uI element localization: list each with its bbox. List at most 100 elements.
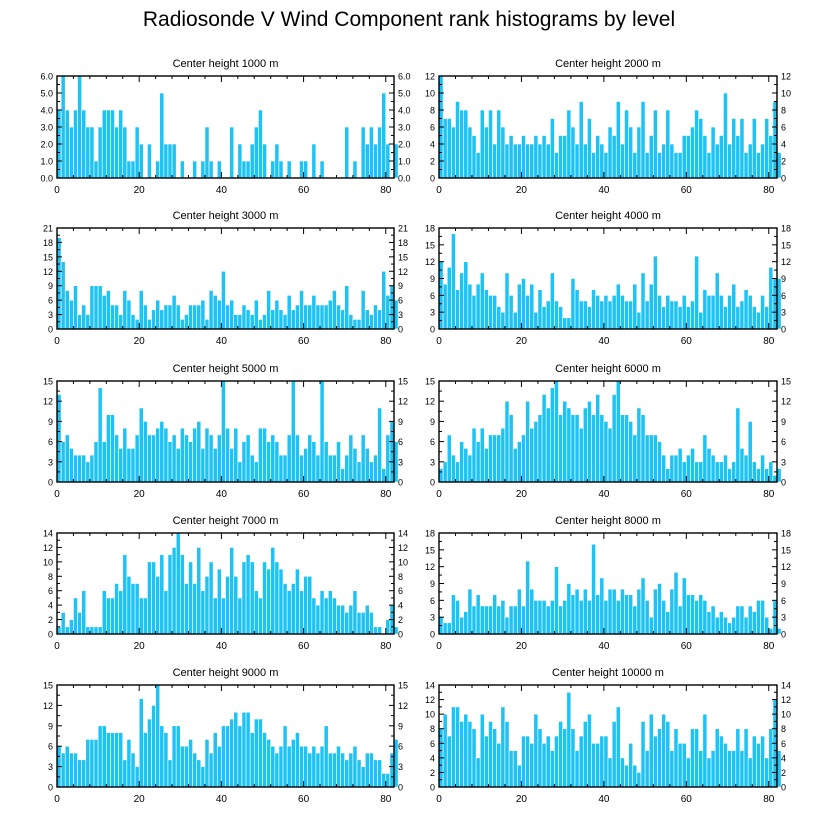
histogram-bar <box>504 272 510 330</box>
histogram-bar <box>385 773 391 788</box>
histogram-bar <box>677 448 683 483</box>
y-tick-label: 6 <box>398 742 403 752</box>
histogram-bar <box>706 295 712 330</box>
histogram-bar <box>537 600 543 635</box>
histogram-bar <box>512 311 518 330</box>
panel-title: Center height 2000 m <box>555 58 661 70</box>
histogram-bar <box>636 126 642 179</box>
histogram-bar <box>620 757 625 788</box>
histogram-bar <box>673 728 679 788</box>
y-tick-label: 0 <box>398 325 403 335</box>
histogram-bar <box>249 143 255 179</box>
y-tick-label: 6.0 <box>398 72 411 82</box>
y-tick-label: 12 <box>398 267 408 277</box>
panel-title: Center height 10000 m <box>552 667 664 679</box>
y-tick-label: 10 <box>781 710 791 720</box>
histogram-bar <box>731 461 737 483</box>
histogram-bar <box>126 299 132 330</box>
histogram-bar <box>611 135 617 179</box>
histogram-bar <box>134 583 140 635</box>
histogram-bar <box>615 101 621 179</box>
histogram-bar <box>644 434 650 483</box>
histogram-bar <box>661 600 667 635</box>
histogram-bar <box>278 745 284 788</box>
histogram-bar <box>290 309 296 330</box>
histogram-bar <box>484 126 489 179</box>
histogram-bar <box>467 454 473 483</box>
histogram-bar <box>344 759 350 788</box>
y-tick-label: 3 <box>781 457 786 467</box>
y-tick-label: 4 <box>48 601 53 611</box>
y-tick-label: 6 <box>430 596 435 606</box>
histogram-bar <box>636 407 642 483</box>
x-tick-label: 40 <box>598 336 610 347</box>
histogram-bar <box>718 611 724 635</box>
histogram-bar <box>81 304 87 330</box>
histogram-bar <box>640 101 646 179</box>
histogram-bar <box>344 285 350 330</box>
histogram-bar <box>661 306 667 330</box>
histogram-bar <box>735 306 741 330</box>
histogram-bar <box>122 126 128 179</box>
histogram-bar <box>632 605 638 635</box>
histogram-bar <box>574 588 580 635</box>
histogram-bar <box>93 626 99 635</box>
histogram-bar <box>471 427 477 483</box>
histogram-bar <box>669 300 675 330</box>
histogram-bar <box>307 434 313 483</box>
histogram-bar <box>381 92 387 179</box>
histogram-bar <box>615 283 621 330</box>
histogram-panel: Center height 1000 m 0.0 0.0 1.0 1.0 2.0 2.0 3.… <box>40 58 410 196</box>
histogram-bar <box>488 721 493 788</box>
y-tick-label: 0 <box>48 630 53 640</box>
histogram-bar <box>159 725 165 788</box>
x-tick-label: 20 <box>516 641 528 652</box>
histogram-bar <box>459 272 465 330</box>
histogram-bar <box>504 721 510 788</box>
histogram-bar <box>727 295 732 330</box>
x-tick-label: 60 <box>681 794 693 805</box>
histogram-bar <box>698 750 704 788</box>
histogram-bar <box>657 441 662 483</box>
histogram-bar <box>657 728 662 788</box>
histogram-bar <box>143 421 148 483</box>
x-tick-label: 80 <box>763 641 775 652</box>
histogram-bar <box>562 600 568 635</box>
histogram-bar <box>529 143 535 179</box>
y-tick-label: 15 <box>398 377 408 387</box>
histogram-bar <box>459 109 465 179</box>
histogram-bar <box>541 306 547 330</box>
histogram-bar <box>122 759 128 788</box>
x-tick-label: 0 <box>54 489 60 500</box>
histogram-bar <box>603 735 609 788</box>
histogram-bar <box>270 309 276 330</box>
histogram-bar <box>323 597 329 635</box>
histogram-bar <box>686 594 691 635</box>
histogram-bar <box>479 427 485 483</box>
histogram-bar <box>262 427 267 483</box>
x-tick-label: 80 <box>380 641 392 652</box>
histogram-bar <box>303 304 308 330</box>
y-tick-label: 4 <box>430 753 435 763</box>
histogram-bar <box>488 605 493 635</box>
histogram-bar <box>504 616 510 635</box>
y-tick-label: 15 <box>425 545 435 555</box>
y-tick-label: 0 <box>781 325 786 335</box>
histogram-bar <box>620 414 625 483</box>
histogram-bar <box>93 441 99 483</box>
histogram-bar <box>690 300 695 330</box>
histogram-bar <box>751 118 757 179</box>
histogram-bar <box>653 735 658 788</box>
y-tick-label: 2 <box>430 768 435 778</box>
y-tick-label: 6 <box>398 296 403 306</box>
histogram-bar <box>710 750 716 788</box>
x-tick-label: 20 <box>134 336 146 347</box>
histogram-bar <box>377 626 382 635</box>
histogram-bar <box>270 160 276 179</box>
histogram-bar <box>253 590 259 635</box>
histogram-bar <box>110 414 115 483</box>
histogram-bar <box>467 126 473 179</box>
x-tick-label: 40 <box>216 185 228 196</box>
y-tick-label: 9 <box>781 579 786 589</box>
